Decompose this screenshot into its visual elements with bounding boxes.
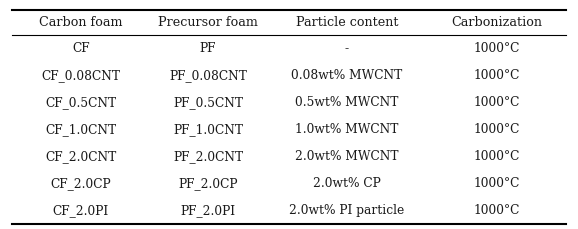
Text: 1.0wt% MWCNT: 1.0wt% MWCNT xyxy=(295,123,398,136)
Text: PF_2.0CNT: PF_2.0CNT xyxy=(173,150,243,163)
Text: Carbon foam: Carbon foam xyxy=(39,16,123,29)
Text: -: - xyxy=(344,42,349,55)
Text: 0.08wt% MWCNT: 0.08wt% MWCNT xyxy=(291,69,402,82)
Text: 1000°C: 1000°C xyxy=(474,69,520,82)
Text: PF_2.0PI: PF_2.0PI xyxy=(180,204,236,217)
Text: PF_1.0CNT: PF_1.0CNT xyxy=(173,123,243,136)
Text: 1000°C: 1000°C xyxy=(474,42,520,55)
Text: 2.0wt% MWCNT: 2.0wt% MWCNT xyxy=(295,150,399,163)
Text: PF_0.08CNT: PF_0.08CNT xyxy=(169,69,247,82)
Text: PF: PF xyxy=(200,42,216,55)
Text: CF: CF xyxy=(72,42,90,55)
Text: PF_0.5CNT: PF_0.5CNT xyxy=(173,96,243,109)
Text: 1000°C: 1000°C xyxy=(474,150,520,163)
Text: 1000°C: 1000°C xyxy=(474,123,520,136)
Text: CF_2.0CNT: CF_2.0CNT xyxy=(45,150,117,163)
Text: 2.0wt% CP: 2.0wt% CP xyxy=(313,177,381,190)
Text: CF_0.5CNT: CF_0.5CNT xyxy=(45,96,117,109)
Text: Particle content: Particle content xyxy=(295,16,398,29)
Text: 2.0wt% PI particle: 2.0wt% PI particle xyxy=(289,204,405,217)
Text: CF_2.0CP: CF_2.0CP xyxy=(51,177,111,190)
Text: 1000°C: 1000°C xyxy=(474,177,520,190)
Text: Precursor foam: Precursor foam xyxy=(158,16,258,29)
Text: 1000°C: 1000°C xyxy=(474,204,520,217)
Text: PF_2.0CP: PF_2.0CP xyxy=(179,177,238,190)
Text: 1000°C: 1000°C xyxy=(474,96,520,109)
Text: 0.5wt% MWCNT: 0.5wt% MWCNT xyxy=(295,96,398,109)
Text: CF_0.08CNT: CF_0.08CNT xyxy=(42,69,120,82)
Text: Carbonization: Carbonization xyxy=(451,16,543,29)
Text: CF_1.0CNT: CF_1.0CNT xyxy=(45,123,117,136)
Text: CF_2.0PI: CF_2.0PI xyxy=(53,204,109,217)
